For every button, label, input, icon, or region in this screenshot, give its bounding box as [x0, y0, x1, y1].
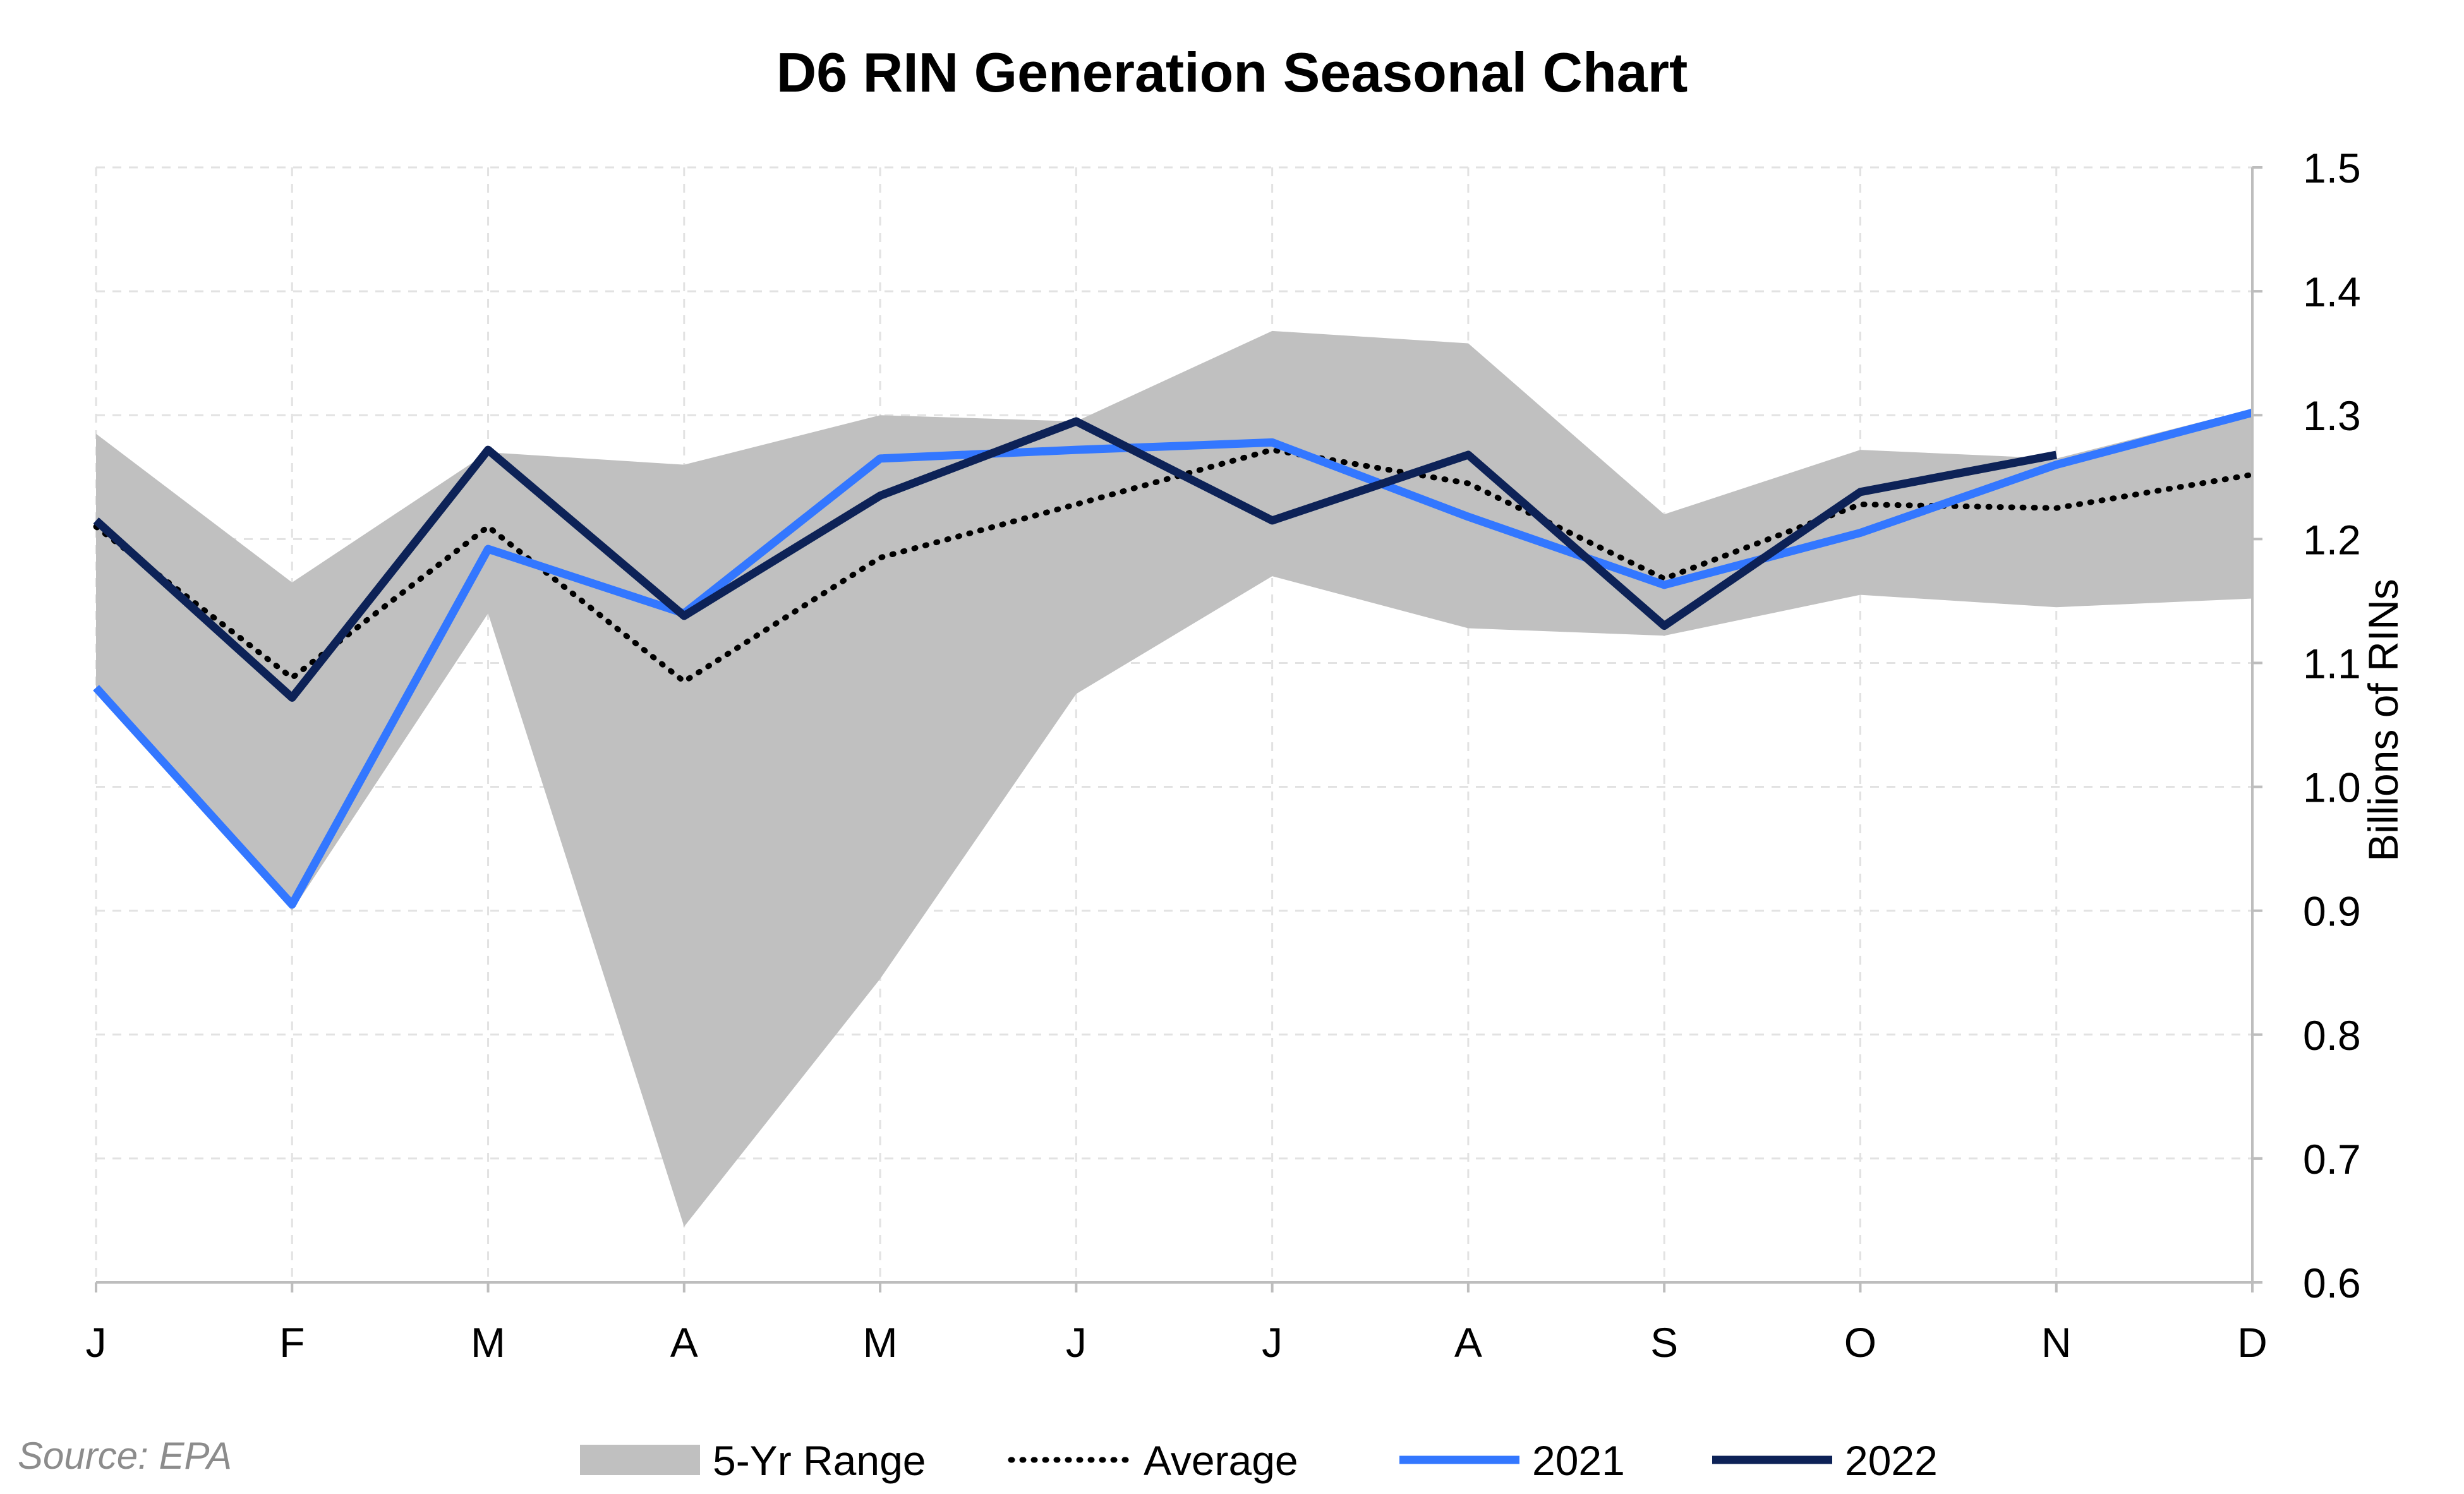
x-tick-label: D	[2237, 1319, 2268, 1366]
legend-label: 2021	[1532, 1437, 1625, 1484]
y-tick-label: 1.3	[2303, 392, 2361, 439]
range-band-layer	[96, 330, 2252, 1227]
source-note: Source: EPA	[18, 1435, 233, 1477]
x-tick-label: S	[1650, 1319, 1678, 1366]
y-tick-label: 1.5	[2303, 145, 2361, 191]
legend-item: Average	[1008, 1437, 1298, 1484]
legend-label: Average	[1144, 1437, 1298, 1484]
legend-swatch-range	[580, 1445, 700, 1475]
legend-item: 2021	[1399, 1437, 1625, 1484]
y-axis-label: Billions of RINs	[2360, 579, 2407, 861]
y-tick-label: 1.1	[2303, 640, 2361, 687]
series-layer	[93, 409, 2256, 909]
y-tick-label: 1.4	[2303, 268, 2361, 315]
x-tick-label: J	[86, 1319, 107, 1366]
legend-item: 2022	[1712, 1437, 1938, 1484]
grid-lines	[95, 166, 2254, 1282]
x-tick-label: M	[471, 1319, 505, 1366]
legend-label: 2022	[1845, 1437, 1938, 1484]
x-tick-label: O	[1844, 1319, 1876, 1366]
legend-item: 5-Yr Range	[580, 1437, 926, 1484]
y-tick-label: 0.7	[2303, 1136, 2361, 1183]
x-tick-label: A	[670, 1319, 698, 1366]
legend: 5-Yr Range Average 2021 2022	[580, 1437, 1938, 1484]
x-tick-label: A	[1454, 1319, 1482, 1366]
series-line-2021	[93, 409, 2254, 909]
x-tick-label: F	[279, 1319, 305, 1366]
y-tick-label: 0.8	[2303, 1012, 2361, 1059]
range-band-area	[96, 330, 2252, 1227]
x-tick-label: M	[863, 1319, 898, 1366]
series-line-average	[93, 447, 2256, 685]
legend-label: 5-Yr Range	[713, 1437, 926, 1484]
chart-title: D6 RIN Generation Seasonal Chart	[776, 41, 1688, 104]
x-tick-label: J	[1066, 1319, 1087, 1366]
x-tick-label: N	[2041, 1319, 2072, 1366]
y-tick-label: 1.2	[2303, 516, 2361, 563]
x-tick-label: J	[1262, 1319, 1283, 1366]
axes	[95, 166, 2262, 1292]
y-axis-ticks: 0.6 0.7 0.8 0.9 1.0 1.1 1.2 1.3 1.4 1.5	[2303, 145, 2361, 1306]
y-tick-label: 0.6	[2303, 1260, 2361, 1306]
series-line-2022	[93, 417, 2057, 702]
y-tick-label: 0.9	[2303, 888, 2361, 935]
y-tick-label: 1.0	[2303, 764, 2361, 811]
